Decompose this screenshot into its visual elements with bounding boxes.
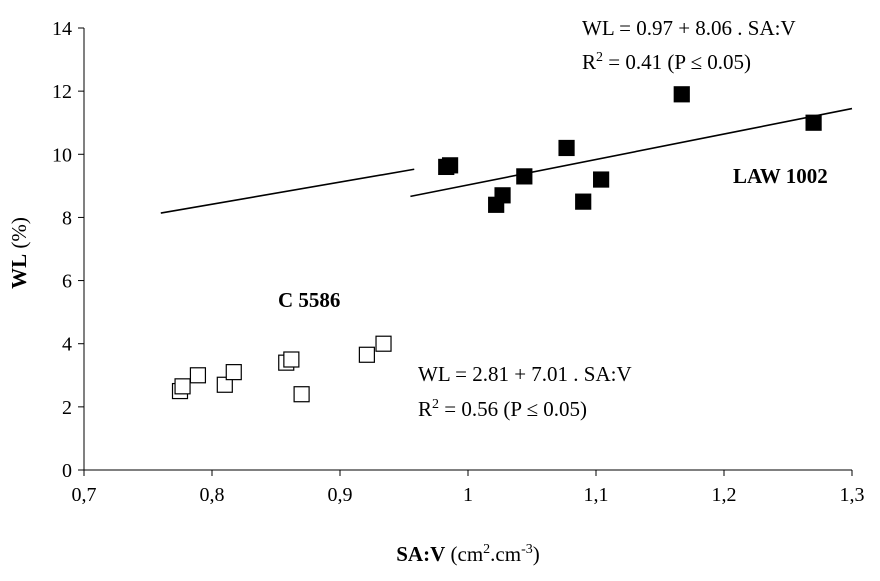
data-point-law-1002: [674, 87, 689, 102]
data-point-law-1002: [495, 188, 510, 203]
y-tick-label: 2: [62, 397, 72, 419]
x-tick-label: 1: [463, 484, 473, 506]
x-tick-label: 0,7: [72, 484, 97, 506]
c-equation: WL = 2.81 + 7.01 . SA:V: [418, 362, 632, 386]
y-tick-label: 0: [62, 460, 72, 482]
x-tick-label: 0,8: [200, 484, 225, 506]
series-label-law-1002: LAW 1002: [733, 164, 828, 188]
law-equation: WL = 0.97 + 8.06 . SA:V: [582, 16, 796, 40]
x-tick-label: 0,9: [328, 484, 353, 506]
x-tick-label: 1,1: [584, 484, 609, 506]
fit-line-c-5586: [161, 169, 414, 213]
y-tick-label: 14: [52, 18, 72, 40]
y-tick-label: 8: [62, 207, 72, 229]
y-axis-title: WL (%): [7, 217, 31, 289]
data-point-c-5586: [359, 347, 374, 362]
y-tick-label: 6: [62, 271, 72, 293]
y-tick-label: 12: [52, 81, 72, 103]
data-point-c-5586: [226, 365, 241, 380]
data-point-c-5586: [376, 336, 391, 351]
law-r2: R2 = 0.41 (P ≤ 0.05): [582, 50, 751, 74]
data-point-law-1002: [806, 115, 821, 130]
y-tick-label: 10: [52, 144, 72, 166]
y-tick-label: 4: [62, 334, 72, 356]
x-axis-title: SA:V (cm2.cm-3): [396, 542, 540, 566]
data-point-law-1002: [559, 140, 574, 155]
data-point-law-1002: [576, 194, 591, 209]
data-point-law-1002: [517, 169, 532, 184]
c-r2: R2 = 0.56 (P ≤ 0.05): [418, 397, 587, 421]
data-point-c-5586: [294, 387, 309, 402]
series-label-c-5586: C 5586: [278, 288, 340, 312]
data-point-c-5586: [284, 352, 299, 367]
x-tick-label: 1,3: [840, 484, 865, 506]
data-point-c-5586: [175, 379, 190, 394]
data-point-c-5586: [190, 368, 205, 383]
data-point-law-1002: [443, 158, 458, 173]
data-point-law-1002: [594, 172, 609, 187]
x-tick-label: 1,2: [712, 484, 737, 506]
